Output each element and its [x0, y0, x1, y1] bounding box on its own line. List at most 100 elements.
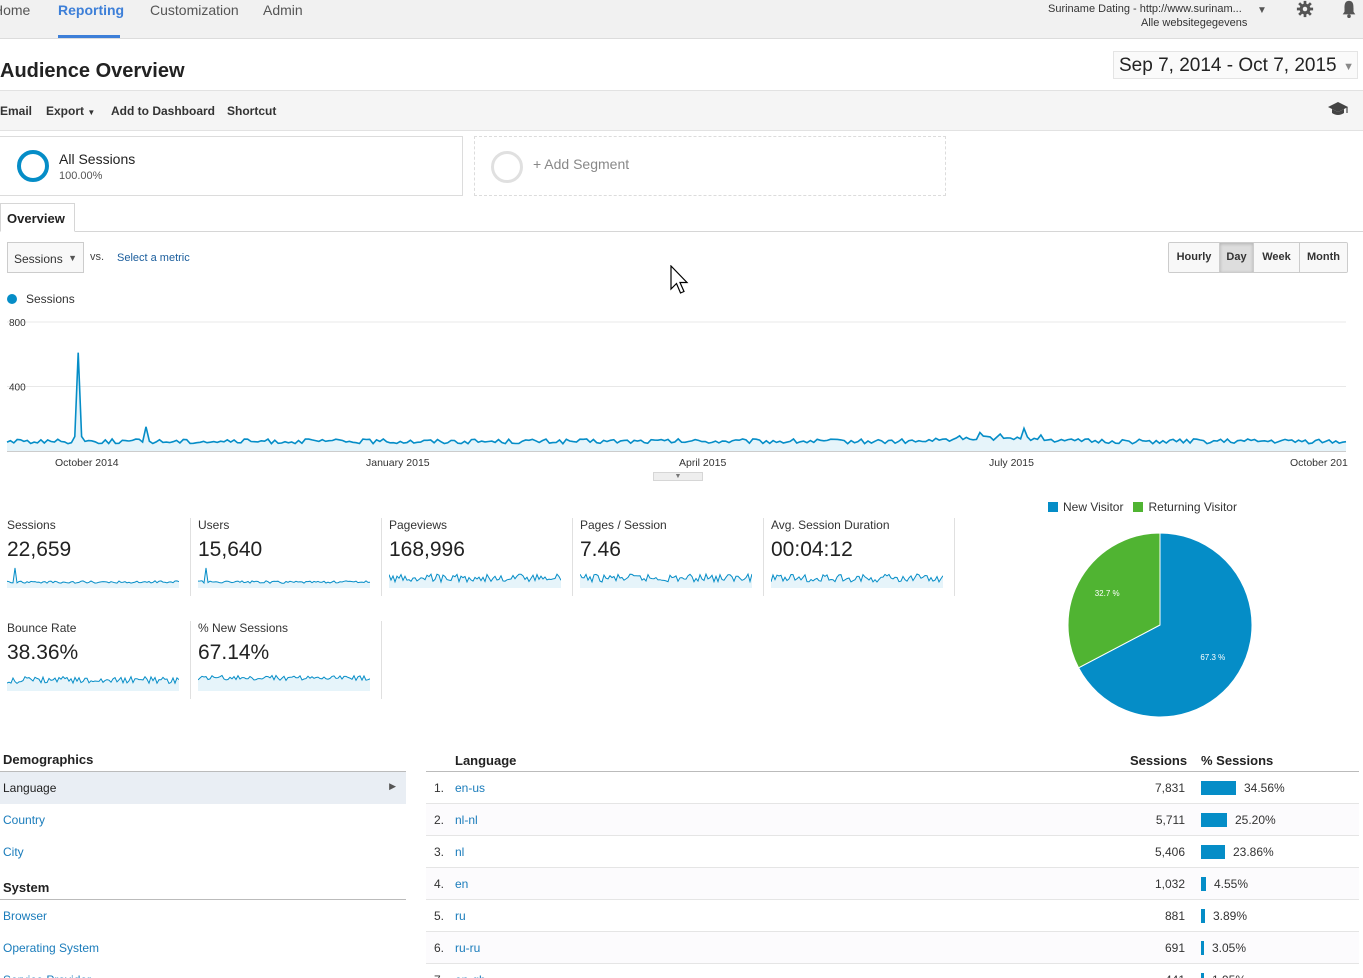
- column-sessions[interactable]: Sessions: [1130, 753, 1188, 768]
- scorecard-value: 15,640: [198, 538, 263, 561]
- language-link[interactable]: nl-nl: [455, 813, 478, 827]
- granularity-week-button[interactable]: Week: [1253, 243, 1299, 272]
- sessions-value: 7,831: [1154, 781, 1185, 795]
- segment-all-sessions[interactable]: All Sessions 100.00%: [0, 136, 463, 196]
- share-bar: [1201, 909, 1205, 923]
- segment-percentage: 100.00%: [59, 170, 103, 182]
- pie-slice-returning-visitor[interactable]: [1067, 532, 1161, 669]
- table-row: 7. en-gb 441 1.95%: [426, 964, 1359, 978]
- row-index: 7.: [434, 973, 444, 978]
- scorecard-value: 38.36%: [7, 641, 79, 664]
- scorecard[interactable]: Avg. Session Duration 00:04:12: [764, 518, 955, 596]
- tab-divider: [0, 231, 1363, 232]
- metric-dropdown-value: Sessions: [14, 252, 63, 266]
- pie-slice-label: 67.3 %: [1200, 653, 1225, 662]
- collapse-chart-handle[interactable]: ▼: [653, 472, 703, 481]
- legend-label: Sessions: [26, 292, 75, 306]
- sparkline-line: [198, 674, 370, 682]
- add-segment-label: + Add Segment: [533, 156, 630, 172]
- sparkline: [771, 573, 943, 588]
- account-view-label: Alle websitegegevens: [1141, 17, 1248, 29]
- x-tick-label: July 2015: [989, 457, 1034, 469]
- graduation-cap-icon[interactable]: [1327, 101, 1349, 117]
- pct-value: 25.20%: [1235, 813, 1276, 827]
- sparkline-area: [389, 574, 561, 588]
- select-metric-link[interactable]: Select a metric: [117, 252, 190, 264]
- chevron-down-icon: ▼: [1343, 61, 1354, 73]
- table-row: 5. ru 881 3.89%: [426, 900, 1359, 932]
- pie-legend: New Visitor Returning Visitor: [1048, 500, 1237, 514]
- tab-home[interactable]: Home: [0, 2, 31, 18]
- chevron-down-icon[interactable]: ▼: [1257, 5, 1267, 16]
- language-link[interactable]: en-gb: [455, 973, 486, 978]
- bell-icon[interactable]: [1340, 0, 1358, 18]
- share-bar: [1201, 813, 1227, 827]
- sparkline: [580, 572, 752, 588]
- demo-item-operating-system[interactable]: Operating System: [3, 941, 100, 955]
- demo-item-city[interactable]: City: [3, 845, 24, 859]
- tab-overview[interactable]: Overview: [0, 203, 75, 232]
- x-tick-label: October 2014: [55, 457, 119, 469]
- metric-dropdown[interactable]: Sessions ▼: [7, 242, 84, 273]
- row-index: 5.: [434, 909, 445, 923]
- account-selector[interactable]: Suriname Dating - http://www.surinam...: [1048, 3, 1242, 15]
- demo-item-language[interactable]: Language ▶: [0, 772, 406, 804]
- share-bar: [1201, 877, 1206, 891]
- scorecard[interactable]: Sessions 22,659: [0, 518, 191, 596]
- scorecard[interactable]: Users 15,640: [191, 518, 382, 596]
- email-button[interactable]: Email: [0, 104, 33, 118]
- language-link[interactable]: ru: [455, 909, 466, 923]
- pie-slice-new-visitor[interactable]: [1077, 532, 1253, 718]
- sparkline-area: [198, 568, 370, 588]
- demo-item-country[interactable]: Country: [3, 813, 46, 827]
- y-tick-label: 800: [9, 318, 26, 329]
- chevron-right-icon: ▶: [389, 781, 396, 791]
- language-link[interactable]: en-us: [455, 781, 486, 795]
- tab-reporting[interactable]: Reporting: [58, 2, 125, 18]
- chevron-down-icon: ▼: [87, 108, 96, 117]
- share-bar: [1201, 845, 1225, 859]
- sessions-line-chart[interactable]: 800 400 October 2014 January 2015 April 201…: [0, 310, 1363, 485]
- sparkline: [389, 573, 561, 588]
- demo-item-browser[interactable]: Browser: [3, 909, 48, 923]
- language-link[interactable]: en: [455, 877, 469, 891]
- scorecard[interactable]: Pageviews 168,996: [382, 518, 573, 596]
- legend-swatch-returning: [1133, 502, 1144, 512]
- language-link[interactable]: ru-ru: [455, 941, 481, 955]
- sparkline-line: [771, 573, 943, 584]
- granularity-day-button[interactable]: Day: [1219, 243, 1253, 272]
- visitor-pie-chart[interactable]: 67.3 % 32.7 %: [1060, 525, 1260, 725]
- system-heading: System: [3, 880, 50, 895]
- scorecard[interactable]: Pages / Session 7.46: [573, 518, 764, 596]
- sparkline-line: [7, 675, 179, 685]
- granularity-month-button[interactable]: Month: [1299, 243, 1347, 272]
- pct-value: 3.89%: [1213, 909, 1248, 923]
- scorecard[interactable]: % New Sessions 67.14%: [191, 621, 382, 699]
- pct-value: 3.05%: [1212, 941, 1247, 955]
- segment-label: All Sessions: [59, 151, 136, 167]
- row-index: 3.: [434, 845, 445, 859]
- tab-admin[interactable]: Admin: [263, 2, 303, 18]
- scorecard-label: Pageviews: [389, 518, 448, 532]
- granularity-hourly-button[interactable]: Hourly: [1169, 243, 1219, 272]
- sessions-value: 5,406: [1154, 845, 1185, 859]
- demo-item-service-provider[interactable]: Service Provider: [0, 964, 406, 978]
- legend-marker: [7, 294, 17, 304]
- export-button[interactable]: Export ▼: [46, 104, 95, 118]
- sessions-area: [7, 352, 1346, 451]
- gear-icon[interactable]: [1296, 0, 1314, 18]
- report-toolbar: Email Export ▼ Add to Dashboard Shortcut: [0, 90, 1363, 131]
- shortcut-button[interactable]: Shortcut: [227, 104, 277, 118]
- table-row: 4. en 1,032 4.55%: [426, 868, 1359, 900]
- add-segment-button[interactable]: + Add Segment: [474, 136, 946, 196]
- scorecard[interactable]: Bounce Rate 38.36%: [0, 621, 191, 699]
- date-range-picker[interactable]: Sep 7, 2014 - Oct 7, 2015 ▼: [1113, 51, 1358, 79]
- add-to-dashboard-button[interactable]: Add to Dashboard: [111, 104, 215, 118]
- mouse-cursor-icon: [670, 265, 689, 294]
- row-index: 1.: [434, 781, 445, 795]
- divider: [0, 899, 406, 900]
- share-bar: [1201, 973, 1204, 978]
- language-link[interactable]: nl: [455, 845, 465, 859]
- legend-returning-visitor: Returning Visitor: [1148, 500, 1237, 514]
- tab-customization[interactable]: Customization: [150, 2, 239, 18]
